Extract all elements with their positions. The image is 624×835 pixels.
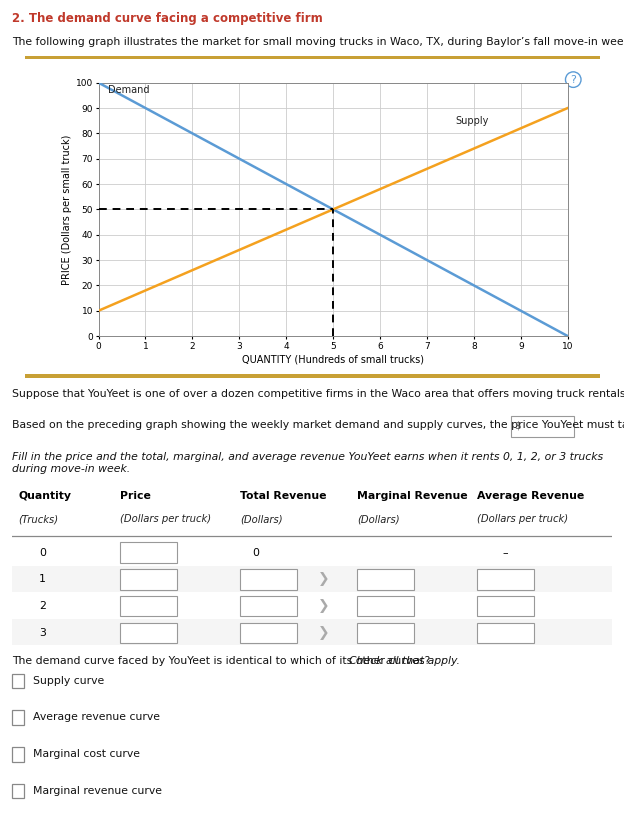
FancyBboxPatch shape [511,416,574,437]
Text: –: – [502,548,508,558]
Text: Based on the preceding graph showing the weekly market demand and supply curves,: Based on the preceding graph showing the… [12,420,624,430]
Text: Supply curve: Supply curve [34,676,105,686]
Text: Price: Price [120,491,151,501]
Text: .: . [577,420,580,430]
Text: Average revenue curve: Average revenue curve [34,712,160,722]
Text: Average Revenue: Average Revenue [477,491,584,501]
Text: Marginal revenue curve: Marginal revenue curve [34,786,162,796]
FancyBboxPatch shape [477,623,534,643]
Text: 2: 2 [39,601,46,611]
FancyBboxPatch shape [12,711,24,725]
Text: Check all that apply.: Check all that apply. [349,656,461,666]
FancyBboxPatch shape [120,623,177,643]
FancyBboxPatch shape [12,593,612,619]
FancyBboxPatch shape [357,623,414,643]
FancyBboxPatch shape [240,569,297,590]
Text: (Trucks): (Trucks) [19,514,59,524]
FancyBboxPatch shape [477,569,534,590]
Text: (Dollars per truck): (Dollars per truck) [477,514,568,524]
FancyBboxPatch shape [477,596,534,616]
FancyBboxPatch shape [12,566,612,592]
FancyBboxPatch shape [357,569,414,590]
Text: The demand curve faced by YouYeet is identical to which of its other curves?: The demand curve faced by YouYeet is ide… [12,656,434,666]
Text: (Dollars per truck): (Dollars per truck) [120,514,212,524]
Text: (Dollars): (Dollars) [240,514,283,524]
FancyBboxPatch shape [240,623,297,643]
Text: Demand: Demand [108,85,149,95]
Text: 0: 0 [39,548,46,558]
FancyBboxPatch shape [120,569,177,590]
Text: (Dollars): (Dollars) [357,514,399,524]
Text: Supply: Supply [455,115,489,125]
Text: 1: 1 [39,574,46,584]
Text: 2. The demand curve facing a competitive firm: 2. The demand curve facing a competitive… [12,12,323,25]
FancyBboxPatch shape [12,784,24,798]
Text: ❯: ❯ [318,625,330,640]
Text: 3: 3 [39,628,46,638]
Text: Marginal cost curve: Marginal cost curve [34,749,140,759]
FancyBboxPatch shape [240,596,297,616]
Text: Total Revenue: Total Revenue [240,491,326,501]
Text: ?: ? [570,74,576,84]
Text: ❯: ❯ [318,599,330,613]
FancyBboxPatch shape [120,543,177,563]
Text: Quantity: Quantity [19,491,72,501]
FancyBboxPatch shape [120,596,177,616]
Text: Fill in the price and the total, marginal, and average revenue YouYeet earns whe: Fill in the price and the total, margina… [12,453,603,474]
Text: Marginal Revenue: Marginal Revenue [357,491,467,501]
Text: 0: 0 [252,548,259,558]
Text: The following graph illustrates the market for small moving trucks in Waco, TX, : The following graph illustrates the mark… [12,37,624,47]
FancyBboxPatch shape [357,596,414,616]
Text: ❯: ❯ [318,572,330,586]
Text: Suppose that YouYeet is one of over a dozen competitive firms in the Waco area t: Suppose that YouYeet is one of over a do… [12,389,624,399]
FancyBboxPatch shape [12,620,612,645]
Text: $: $ [514,420,520,430]
FancyBboxPatch shape [12,747,24,762]
X-axis label: QUANTITY (Hundreds of small trucks): QUANTITY (Hundreds of small trucks) [242,355,424,365]
FancyBboxPatch shape [12,539,612,565]
FancyBboxPatch shape [12,674,24,688]
Y-axis label: PRICE (Dollars per small truck): PRICE (Dollars per small truck) [62,134,72,285]
